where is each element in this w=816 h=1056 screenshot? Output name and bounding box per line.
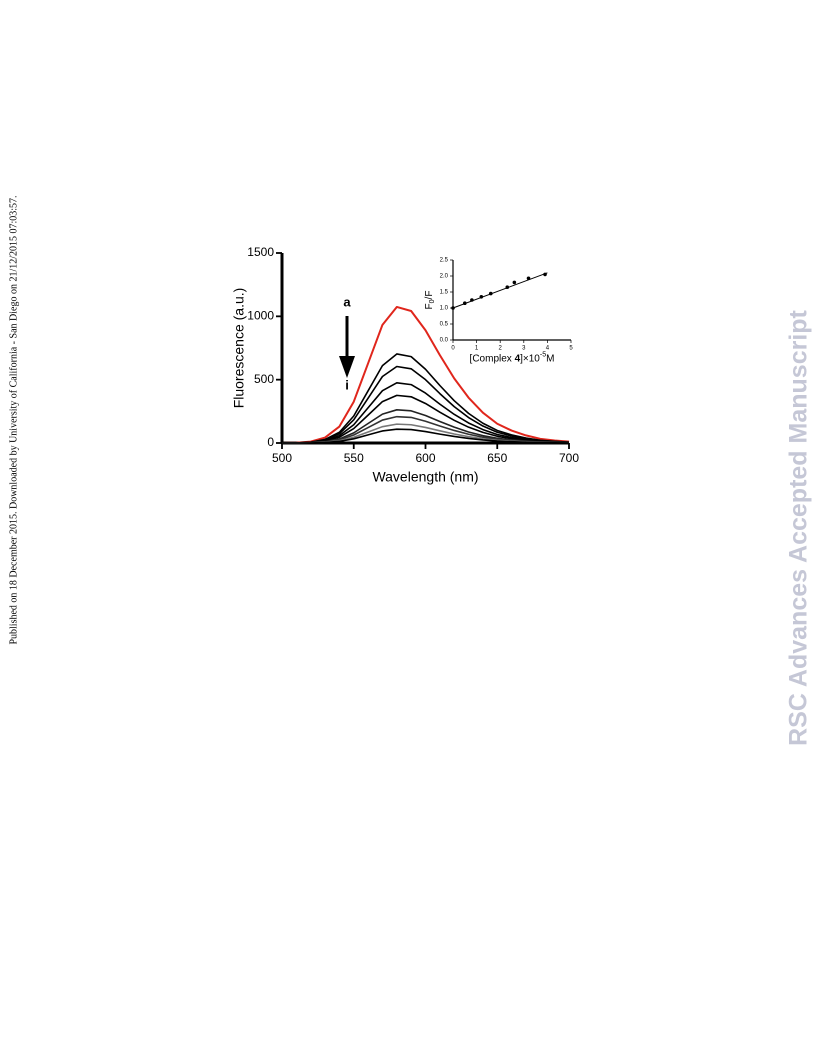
data-point [479, 295, 484, 299]
data-point [526, 276, 531, 281]
y-label-part: 0 [429, 299, 436, 303]
data-point [543, 272, 547, 277]
y-tick-label: 1000 [247, 309, 274, 323]
data-point [505, 285, 510, 290]
x-label-part: [Complex [470, 353, 515, 364]
spectrum-line [281, 365, 570, 444]
y-label-part: F [424, 303, 435, 309]
x-axis-label: [Complex 4]×10-5M [470, 351, 555, 364]
x-tick-label: 650 [487, 451, 507, 465]
x-tick-label: 4 [546, 345, 550, 351]
y-tick-label: 0 [267, 435, 274, 449]
x-tick-label: 2 [499, 345, 503, 351]
x-tick-label: 3 [522, 345, 526, 351]
y-tick-label: 2.5 [440, 258, 449, 264]
data-point [488, 291, 493, 296]
x-tick-label: 5 [569, 345, 573, 351]
x-tick-label: 700 [559, 451, 579, 465]
spectrum-line [281, 353, 570, 444]
arrow-head [339, 356, 355, 378]
x-label-part: ]×10 [520, 353, 540, 364]
x-tick-label: 550 [344, 451, 364, 465]
x-label-part: M [546, 353, 554, 364]
spectrum-line [281, 382, 570, 444]
annotation: i [345, 377, 349, 392]
spectrum-line [281, 305, 570, 444]
y-tick-label: 2.0 [440, 274, 449, 280]
y-tick-label: 1500 [247, 245, 274, 259]
x-tick-label: 600 [415, 451, 435, 465]
x-tick-label: 1 [475, 345, 479, 351]
y-label-part: /F [424, 291, 435, 300]
y-tick-label: 1.5 [440, 290, 449, 296]
y-tick-label: 0.0 [440, 338, 449, 344]
data-point [463, 301, 467, 306]
y-tick-label: 500 [254, 372, 274, 386]
data-point [451, 306, 455, 310]
data-point [470, 298, 474, 302]
x-tick-label: 0 [451, 345, 455, 351]
watermark: RSC Advances Accepted Manuscript [785, 309, 813, 745]
download-note: Published on 18 December 2015. Downloade… [8, 195, 19, 644]
y-tick-label: 1.0 [440, 306, 449, 312]
y-axis-label: F0/F [424, 291, 436, 310]
spectrum-line [282, 428, 570, 444]
data-point [512, 280, 517, 285]
y-tick-label: 0.5 [440, 322, 449, 328]
x-axis-label: Wavelength (nm) [372, 469, 478, 485]
x-tick-label: 500 [272, 451, 292, 465]
inset-chart: 0 1 2 3 4 50.00.51.01.52.02.5[Complex 4]×10-5… [424, 258, 574, 365]
x-label-part: -5 [540, 351, 546, 358]
x-label-part: 4 [515, 353, 521, 364]
spectrum-line [281, 394, 570, 444]
annotation: a [343, 294, 351, 309]
fit-line [452, 272, 548, 309]
y-axis-label: Fluorescence (a.u.) [231, 288, 247, 409]
